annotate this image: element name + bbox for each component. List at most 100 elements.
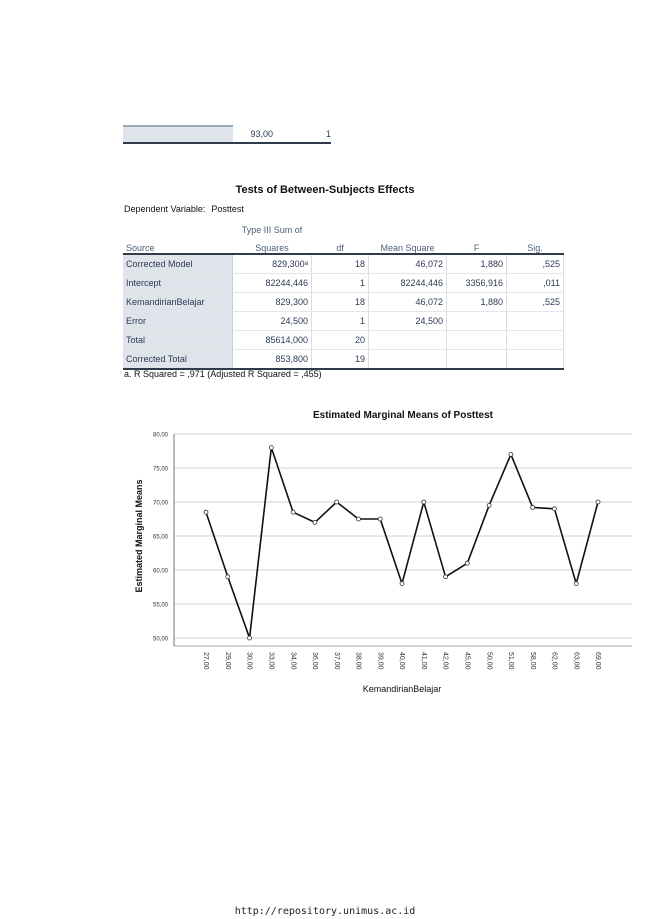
cell-df: 19	[311, 349, 369, 370]
cell-sig: ,011	[506, 273, 564, 293]
data-point	[268, 445, 274, 450]
cell-ss: 829,300ᵃ	[232, 254, 312, 274]
x-tick-label: 38,00	[355, 652, 362, 670]
dependent-variable: Dependent Variable: Posttest	[124, 204, 244, 214]
y-tick-label: 70,00	[153, 501, 169, 507]
table-row: Intercept 82244,446 1 82244,446 3356,916,011	[123, 273, 564, 293]
fragment-bottom-rule	[123, 142, 331, 144]
cell-ss: 82244,446	[232, 273, 312, 293]
data-point	[312, 520, 318, 525]
data-point	[356, 516, 361, 522]
x-tick-label: 69,00	[594, 652, 601, 670]
header-f: F	[446, 235, 507, 255]
y-tick-label: 80,00	[153, 433, 169, 439]
x-tick-label: 63,00	[572, 652, 579, 670]
cell-f: 3356,916	[446, 273, 507, 293]
y-tick-label: 75,00	[153, 467, 169, 473]
cell-ms: 82244,446	[368, 273, 447, 293]
x-tick-label: 45,00	[463, 652, 470, 670]
data-point	[486, 503, 492, 508]
x-tick-label: 29,00	[224, 652, 231, 670]
y-tick-label: 65,00	[153, 535, 169, 541]
header-sig: Sig.	[506, 235, 564, 255]
data-point	[573, 581, 579, 587]
cell-df: 1	[311, 311, 369, 331]
data-point	[443, 574, 448, 580]
data-point	[225, 574, 231, 580]
cell-df: 18	[311, 292, 369, 312]
x-axis-label: KemandirianBelajar	[363, 684, 442, 694]
data-point	[595, 499, 601, 505]
data-point	[464, 560, 470, 566]
cell-source: Corrected Model	[123, 254, 233, 274]
data-point	[203, 509, 209, 515]
x-tick-label: 39,00	[376, 652, 383, 670]
anova-footnote: a. R Squared = ,971 (Adjusted R Squared …	[124, 369, 322, 379]
dependent-variable-label: Dependent Variable:	[124, 204, 206, 214]
data-point	[530, 505, 536, 510]
marginal-means-chart: Estimated Marginal Means of Posttest 50,0…	[134, 410, 632, 694]
cell-ss: 853,800	[232, 349, 312, 370]
header-ss-bottom: Squares	[232, 235, 312, 255]
cell-source: Error	[123, 311, 233, 331]
data-point	[552, 506, 557, 512]
x-tick-label: 36,00	[311, 652, 318, 670]
x-tick-label: 62,00	[551, 652, 558, 670]
x-tick-label: 51,00	[507, 652, 514, 670]
x-tick-label: 27,00	[202, 652, 209, 670]
cell-source: Intercept	[123, 273, 233, 293]
cell-source: Corrected Total	[123, 349, 233, 370]
x-tick-label: 58,00	[529, 652, 536, 670]
x-tick-label: 33,00	[267, 652, 274, 670]
cell-f	[446, 311, 507, 331]
dependent-variable-value: Posttest	[211, 204, 244, 214]
data-point	[377, 516, 383, 522]
y-axis-label: Estimated Marginal Means	[134, 479, 144, 592]
fragment-top-rule	[123, 125, 233, 127]
anova-table: Type III Sum of Source Squares df Mean S…	[123, 217, 564, 370]
table-row: Corrected Model 829,300ᵃ 18 46,072 1,880,525	[123, 254, 564, 274]
table-row: Total 85614,000 20	[123, 330, 564, 350]
fragment-label-cell	[123, 125, 233, 143]
footer-url: http://repository.unimus.ac.id	[234, 906, 416, 917]
cell-df: 18	[311, 254, 369, 274]
y-tick-label: 55,00	[153, 603, 169, 609]
fragment-value: 93,00	[250, 129, 273, 139]
cell-sig	[506, 330, 564, 350]
x-tick-label: 42,00	[442, 652, 449, 670]
cell-sig: ,525	[506, 254, 564, 274]
cell-ms	[368, 330, 447, 350]
cell-ss: 85614,000	[232, 330, 312, 350]
data-point	[421, 499, 427, 505]
x-tick-label: 41,00	[420, 652, 427, 670]
table-row: Error 24,500 1 24,500	[123, 311, 564, 331]
cell-f: 1,880	[446, 292, 507, 312]
header-source: Source	[123, 235, 233, 255]
data-point	[508, 452, 514, 457]
cell-f	[446, 330, 507, 350]
cell-ms: 46,072	[368, 254, 447, 274]
cell-ss: 24,500	[232, 311, 312, 331]
x-tick-label: 30,00	[246, 652, 253, 670]
header-mean-square: Mean Square	[368, 235, 447, 255]
cell-ms: 46,072	[368, 292, 447, 312]
x-tick-label: 40,00	[398, 652, 405, 670]
data-point	[334, 499, 340, 505]
cell-sig	[506, 311, 564, 331]
cell-ms: 24,500	[368, 311, 447, 331]
x-tick-label: 34,00	[289, 652, 296, 670]
x-tick-label: 50,00	[485, 652, 492, 670]
cell-sig: ,525	[506, 292, 564, 312]
y-tick-label: 50,00	[153, 637, 169, 643]
table-row: Corrected Total 853,800 19	[123, 349, 564, 370]
cell-sig	[506, 349, 564, 370]
data-point	[290, 509, 296, 515]
chart-title: Estimated Marginal Means of Posttest	[313, 410, 494, 421]
cell-ms	[368, 349, 447, 370]
cell-source: KemandirianBelajar	[123, 292, 233, 312]
cell-f: 1,880	[446, 254, 507, 274]
header-ss-top: Type III Sum of	[241, 225, 303, 235]
header-df: df	[311, 235, 369, 255]
data-point	[399, 581, 405, 587]
anova-title: Tests of Between-Subjects Effects	[235, 184, 415, 196]
